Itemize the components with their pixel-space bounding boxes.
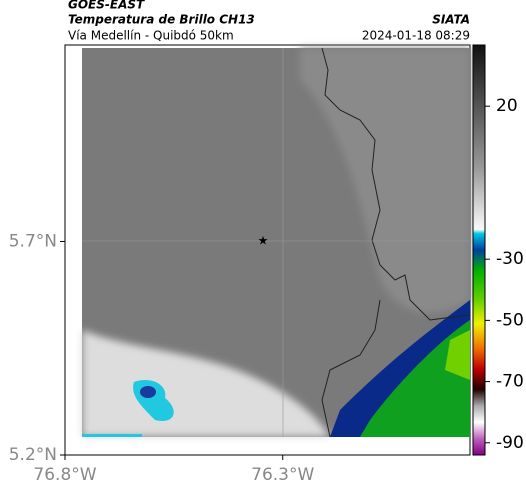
colorbar-tick-label: -90 bbox=[496, 433, 524, 453]
svg-text:★: ★ bbox=[258, 234, 269, 248]
colorbar-tick-label: -70 bbox=[496, 372, 524, 392]
product: Temperatura de Brillo CH13 bbox=[68, 13, 255, 27]
satellite: GOES-EAST bbox=[68, 0, 145, 12]
colorbar bbox=[472, 44, 486, 456]
satellite-image: ★ bbox=[82, 47, 471, 438]
colorbar-tick-label: 20 bbox=[496, 96, 518, 116]
colorbar-tick-label: -50 bbox=[496, 310, 524, 330]
source: SIATA bbox=[432, 13, 470, 27]
y-tick-label: 5.7°N bbox=[9, 231, 57, 251]
x-tick-label: 76.8°W bbox=[33, 465, 96, 485]
route: Vía Medellín - Quibdó 50km bbox=[68, 29, 234, 43]
x-tick-label: 76.3°W bbox=[251, 465, 314, 485]
y-tick-label: 5.2°N bbox=[9, 445, 57, 465]
colorbar-tick-label: -30 bbox=[496, 249, 524, 269]
datetime: 2024-01-18 08:29 bbox=[362, 29, 470, 43]
